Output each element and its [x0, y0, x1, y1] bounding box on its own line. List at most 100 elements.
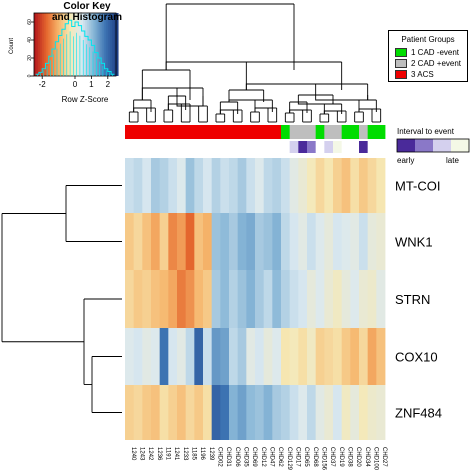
group-cell [203, 125, 213, 139]
heatmap-cell [367, 385, 377, 440]
heatmap-cell [263, 270, 273, 328]
interval-cell [203, 141, 213, 153]
heatmap-cell [367, 270, 377, 328]
color-key-step [40, 13, 43, 76]
dendrogram-link [165, 61, 295, 70]
heatmap-cell [298, 213, 308, 270]
heatmap-cell [298, 270, 308, 328]
heatmap-cell [159, 328, 169, 385]
heatmap-cell [315, 158, 325, 213]
heatmap-cell [350, 158, 360, 213]
interval-cell [281, 141, 291, 153]
column-label: CHD65 [303, 447, 309, 467]
heatmap-cell [333, 328, 343, 385]
heatmap-cell [125, 213, 135, 270]
interval-gradient-step [442, 139, 446, 152]
heatmap-cell [298, 385, 308, 440]
column-label: CHD06 [234, 447, 240, 467]
heatmap-cell [246, 158, 256, 213]
heatmap-cell [151, 158, 161, 213]
color-key-title: Color Key and Histogram [51, 1, 122, 23]
heatmap-cell [142, 158, 152, 213]
interval-gradient-step [457, 139, 461, 152]
heatmap-cell [211, 328, 221, 385]
heatmap-cell [281, 385, 291, 440]
heatmap-cell [376, 270, 386, 328]
group-cell [272, 125, 282, 139]
interval-gradient-step [406, 139, 410, 152]
heatmap-cell [298, 328, 308, 385]
heatmap-cell [359, 328, 369, 385]
dendrogram-link [219, 109, 239, 114]
heatmap-cell [142, 270, 152, 328]
heatmap-cell [168, 385, 178, 440]
column-label: 1196 [199, 447, 205, 461]
heatmap-cell [237, 158, 247, 213]
row-label: ZNF484 [395, 406, 442, 421]
group-cell [159, 125, 169, 139]
interval-cell [168, 141, 178, 153]
heatmap-cell [168, 158, 178, 213]
group-cell [359, 125, 369, 139]
legend-item-2: 2 CAD +event [395, 59, 461, 68]
interval-cell [133, 141, 143, 153]
heatmap-cell [125, 328, 135, 385]
heatmap-cell [211, 270, 221, 328]
group-cell [211, 125, 221, 139]
heatmap-cell [229, 385, 239, 440]
interval-cell [289, 141, 299, 153]
heatmap-cell [341, 158, 351, 213]
column-label: CHD19 [338, 447, 344, 467]
patient-group-legend: Patient Groups 1 CAD -event 2 CAD +event… [388, 30, 468, 82]
interval-legend-gradient [396, 138, 470, 153]
heatmap-cell [246, 270, 256, 328]
group-cell [229, 125, 239, 139]
heatmap-cell [281, 213, 291, 270]
column-label: CHD156 [321, 447, 327, 471]
color-key-step [50, 13, 53, 76]
interval-gradient-step [421, 139, 425, 152]
column-label: 1240 [130, 447, 136, 461]
row-label: STRN [395, 292, 430, 307]
interval-cell [177, 141, 187, 153]
interval-cell [255, 141, 265, 153]
heatmap-cell [237, 270, 247, 328]
color-key-step [58, 13, 62, 76]
group-cell [168, 125, 178, 139]
column-label: 1242 [147, 447, 153, 461]
patient-group-bar [125, 125, 386, 139]
interval-gradient-step [427, 139, 431, 152]
color-key-step [111, 13, 115, 76]
group-cell [324, 125, 334, 139]
column-label: CHD38 [347, 447, 353, 467]
heatmap-cell [359, 158, 369, 213]
column-label: CHD20 [355, 447, 361, 467]
heatmap-cell [333, 270, 343, 328]
heatmap-cell [125, 385, 135, 440]
row-label: MT-COI [395, 179, 441, 194]
dendrogram-link [133, 107, 152, 112]
color-key-step [44, 13, 47, 76]
heatmap-cell [307, 213, 317, 270]
heatmap-cell [315, 385, 325, 440]
group-cell [151, 125, 161, 139]
color-key-step [36, 13, 39, 76]
heatmap-cell [159, 158, 169, 213]
interval-gradient-step [451, 139, 455, 152]
color-key-ytick-label: 20 [27, 55, 33, 61]
heatmap-cell [159, 213, 169, 270]
heatmap-cell [341, 270, 351, 328]
interval-cell [159, 141, 169, 153]
heatmap-cell [272, 270, 282, 328]
interval-cell [229, 141, 239, 153]
heatmap-cell [203, 158, 213, 213]
heatmap-cell [142, 385, 152, 440]
heatmap-cell [203, 213, 213, 270]
heatmap-cell [376, 385, 386, 440]
heatmap-cell [133, 385, 143, 440]
column-label: CHD02 [217, 447, 223, 467]
heatmap-cell [289, 270, 299, 328]
color-key-step [52, 13, 55, 76]
heatmap-cell [272, 385, 282, 440]
